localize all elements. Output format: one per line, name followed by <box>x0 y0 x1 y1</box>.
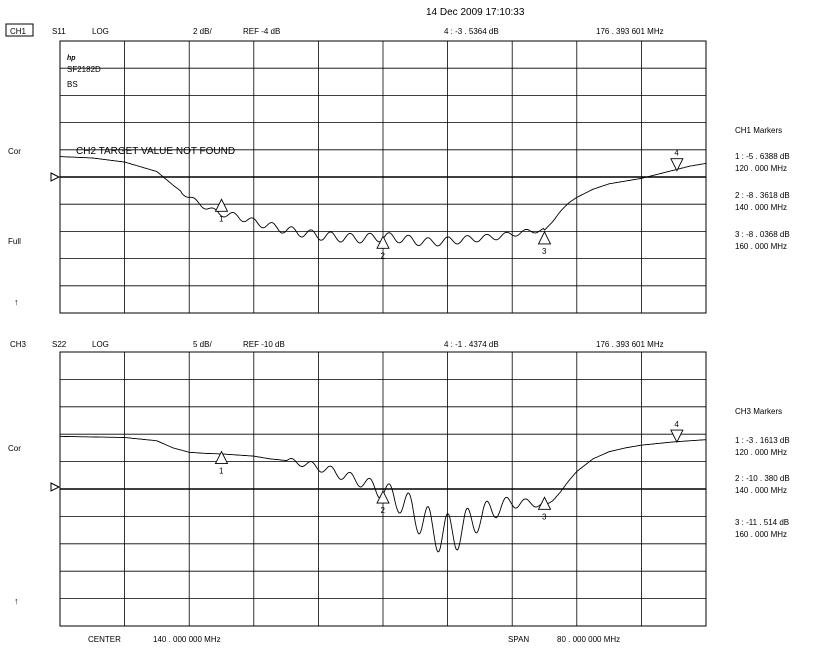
ch3-marker-1-label: 1 <box>219 467 224 476</box>
ch1-marker-1-label: 1 <box>219 214 224 223</box>
ch1-markers: 1 2 3 4 <box>214 149 684 260</box>
ch1-channel-box <box>5 23 34 37</box>
span-label: SPAN <box>508 635 529 644</box>
ch1-marker-2-label: 2 <box>381 251 386 260</box>
ch3-marker-1-triangle <box>214 450 229 464</box>
ch1-device-line-1: SF2182D <box>67 65 101 74</box>
ch3-marker-3-triangle <box>537 496 552 510</box>
ch1-active-marker-readout: 4 : -3 . 5364 dB <box>444 27 499 36</box>
ch1-marker-3-freq: 160 . 000 MHz <box>735 242 787 251</box>
ch3-ref: REF -10 dB <box>243 340 285 349</box>
ch1-marker-3-value: 3 : -8 . 0368 dB <box>735 230 790 239</box>
ch3-side-label-arrow: ↑ <box>14 596 19 606</box>
ch3-marker-3-freq: 160 . 000 MHz <box>735 530 787 539</box>
ch3-channel-label: CH3 <box>10 340 27 349</box>
ch1-param: S11 <box>52 27 66 36</box>
center-value: 140 . 000 000 MHz <box>153 635 221 644</box>
ch3-marker-3-label: 3 <box>542 512 547 521</box>
ch1-marker-4-label: 4 <box>674 149 679 158</box>
ch3-marker-2-triangle <box>376 490 390 504</box>
span-value: 80 . 000 000 MHz <box>557 635 620 644</box>
ch1-marker-1-value: 1 : -5 . 6388 dB <box>735 152 790 161</box>
ch1-marker-3-triangle <box>537 230 552 245</box>
ch3-reference-position-arrow <box>50 482 61 492</box>
ch1-ref: REF -4 dB <box>243 27 280 36</box>
ch3-param: S22 <box>52 340 67 349</box>
ch1-format: LOG <box>92 27 109 36</box>
ch3-active-marker-freq: 176 . 393 601 MHz <box>596 340 664 349</box>
ch1-graticule <box>59 40 707 314</box>
ch3-marker-1-freq: 120 . 000 MHz <box>735 448 787 457</box>
ch3-marker-4-triangle <box>670 429 684 444</box>
ch3-scale: 5 dB/ <box>193 340 212 349</box>
ch1-marker-3-label: 3 <box>542 247 547 256</box>
ch3-graticule <box>59 351 707 627</box>
ch1-active-marker-freq: 176 . 393 601 MHz <box>596 27 664 36</box>
center-label: CENTER <box>88 635 121 644</box>
ch1-reference-position-arrow <box>50 172 61 182</box>
ch1-marker-1-freq: 120 . 000 MHz <box>735 164 787 173</box>
ch3-marker-4-label: 4 <box>674 420 679 429</box>
ch3-marker-2-value: 2 : -10 . 380 dB <box>735 474 790 483</box>
ch1-marker-2-freq: 140 . 000 MHz <box>735 203 787 212</box>
ch1-scale: 2 dB/ <box>193 27 212 36</box>
ch3-marker-3-value: 3 : -11 . 514 dB <box>735 518 789 527</box>
ch1-side-label-cor: Cor <box>8 147 21 156</box>
ch1-channel-label: CH1 <box>10 27 27 36</box>
ch3-format: LOG <box>92 340 109 349</box>
ch3-markers: 1 2 3 4 <box>214 420 684 521</box>
ch1-marker-2-triangle <box>376 235 390 249</box>
ch3-marker-2-freq: 140 . 000 MHz <box>735 486 787 495</box>
ch1-side-label-arrow: ↑ <box>14 297 19 307</box>
ch3-active-marker-readout: 4 : -1 . 4374 dB <box>444 340 499 349</box>
ch2-target-message: CH2 TARGET VALUE NOT FOUND <box>76 146 235 157</box>
ch1-marker-4-triangle <box>670 158 684 172</box>
ch1-marker-1-triangle <box>214 198 229 212</box>
ch3-panel: CH3 S22 LOG 5 dB/ REF -10 dB 4 : -1 . 43… <box>8 340 790 627</box>
ch3-marker-1-value: 1 : -3 . 1613 dB <box>735 436 790 445</box>
hp-logo: hp <box>67 55 76 62</box>
ch3-marker-2-label: 2 <box>381 506 386 515</box>
ch1-side-label-full: Full <box>8 237 21 246</box>
ch1-marker-2-value: 2 : -8 . 3618 dB <box>735 191 790 200</box>
timestamp: 14 Dec 2009 17:10:33 <box>426 7 525 18</box>
ch1-panel: CH1 S11 LOG 2 dB/ REF -4 dB 4 : -3 . 536… <box>5 23 790 314</box>
ch3-side-label-cor: Cor <box>8 444 21 453</box>
ch1-markers-title: CH1 Markers <box>735 126 782 135</box>
ch1-device-line-2: BS <box>67 80 78 89</box>
ch3-markers-title: CH3 Markers <box>735 407 782 416</box>
